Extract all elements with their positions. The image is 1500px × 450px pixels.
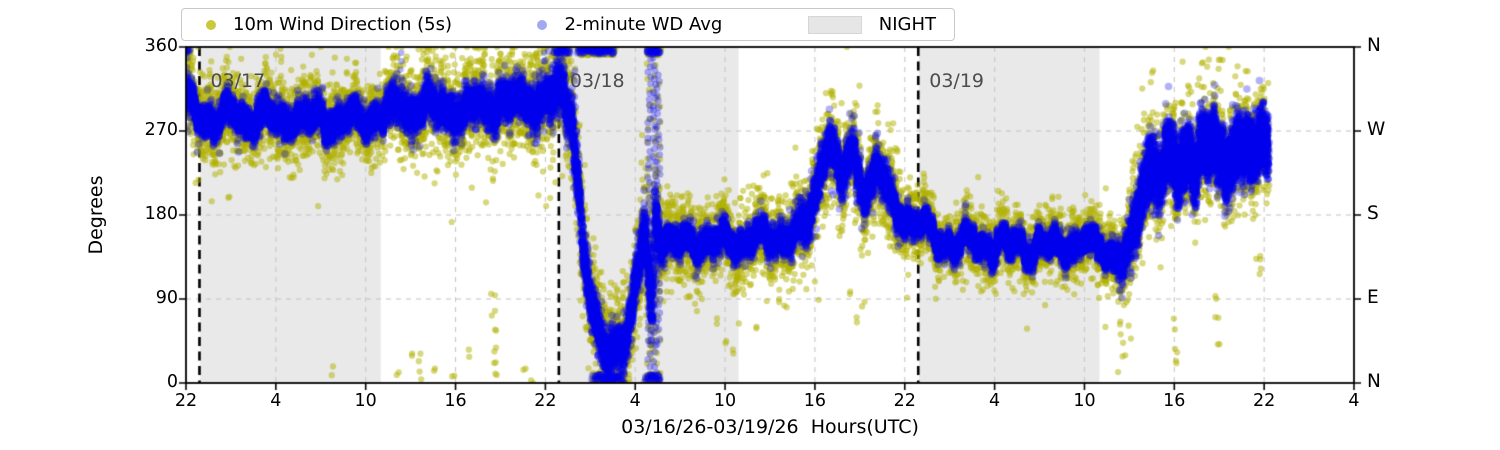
x-tick-label: 4: [1348, 391, 1360, 411]
x-tick-label: 10: [354, 391, 377, 411]
y-axis-label: Degrees: [85, 175, 107, 255]
y-tick-label: 90: [155, 288, 178, 308]
y-tick-label: 270: [144, 120, 178, 140]
x-tick-label: 10: [1073, 391, 1096, 411]
x-tick-label: 16: [803, 391, 827, 411]
x-tick-label: 4: [629, 391, 641, 411]
compass-tick-label: N: [1367, 35, 1381, 56]
wd-avg-marker-icon: [537, 19, 548, 30]
legend-label-wd-avg: 2-minute WD Avg: [564, 14, 723, 35]
x-tick-label: 16: [444, 391, 467, 411]
y-tick-label: 180: [144, 204, 178, 224]
x-axis-label: 03/16/26-03/19/26 Hours(UTC): [621, 416, 919, 438]
wind-5s-marker-icon: [206, 19, 216, 30]
legend-item-wind-5s: 10m Wind Direction (5s): [206, 14, 452, 35]
x-tick-label: 22: [893, 391, 916, 411]
compass-tick-label: S: [1367, 203, 1379, 224]
legend-item-wd-avg: 2-minute WD Avg: [537, 14, 722, 35]
compass-tick-label: W: [1367, 119, 1386, 140]
x-tick-label: 22: [534, 391, 557, 411]
date-annotation: 03/18: [569, 70, 625, 92]
y-tick-label: 360: [144, 36, 178, 56]
night-patch-icon: [807, 15, 862, 34]
x-tick-label: 4: [270, 391, 282, 411]
x-tick-label: 10: [713, 391, 737, 411]
legend-label-night: NIGHT: [878, 14, 936, 35]
x-tick-label: 16: [1163, 391, 1186, 411]
compass-tick-label: N: [1367, 371, 1381, 392]
date-annotation: 03/17: [210, 70, 266, 92]
y-tick-label: 0: [166, 372, 178, 392]
x-tick-label: 22: [174, 391, 198, 411]
x-tick-label: 4: [989, 391, 1001, 411]
compass-tick-label: E: [1367, 287, 1379, 308]
legend-item-night: NIGHT: [807, 14, 936, 35]
date-annotation: 03/19: [929, 70, 984, 92]
x-tick-label: 22: [1253, 391, 1276, 411]
legend: 10m Wind Direction (5s) 2-minute WD Avg …: [181, 8, 955, 41]
legend-label-wind-5s: 10m Wind Direction (5s): [233, 14, 453, 35]
